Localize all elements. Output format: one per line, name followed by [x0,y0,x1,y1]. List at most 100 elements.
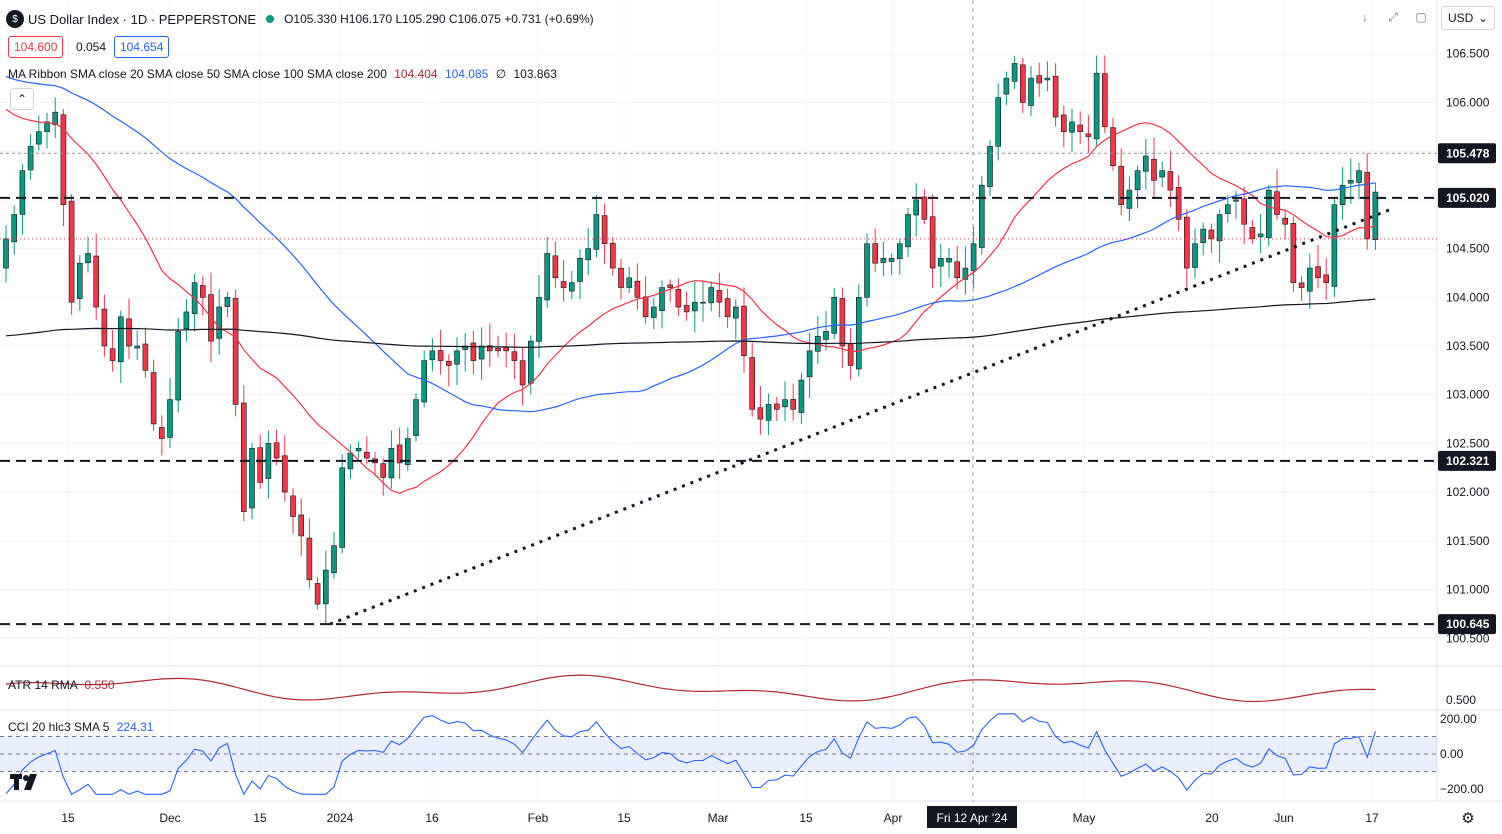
candle [1118,148,1124,216]
candle-body [249,447,255,509]
gear-icon[interactable]: ⚙ [1461,810,1475,827]
candle-body [1274,191,1280,215]
symbol-title[interactable]: US Dollar Index · 1D · PEPPERSTONE [28,11,257,27]
candle-body [798,379,805,413]
candle-body [60,114,67,206]
candle [331,532,337,579]
candle-body [437,350,444,361]
candle-body [1052,75,1059,118]
candle [650,298,657,330]
time-tick-label: Apr [884,811,903,825]
candle-body [1061,114,1067,132]
candle-body [593,214,600,250]
candle-body [601,215,608,245]
candle [987,140,993,196]
candle [708,281,715,312]
atr-legend[interactable]: ATR 14 RMA 0.550 [8,678,115,692]
price-tick-label: 106.000 [1446,95,1490,109]
candle [634,263,641,311]
candle-body [568,282,575,292]
candle [536,275,542,358]
currency-selector[interactable]: USD ⌄ [1441,6,1495,30]
price-tick-label: 102.500 [1446,436,1490,450]
candle [937,243,944,288]
candle-body [290,495,296,517]
collapse-icon: ⌃ [16,92,28,106]
candle-body [454,350,460,365]
candle [568,270,575,300]
candle [552,241,559,289]
candle-body [331,545,337,574]
candle [60,108,67,227]
candle [1249,220,1256,244]
candle-body [1372,191,1379,241]
candle-body [806,350,813,378]
candle [970,226,977,289]
candle-body [790,399,797,410]
candle [1159,161,1165,188]
candle-body [1175,186,1182,220]
level-price-tag [1438,187,1496,208]
candle [814,316,821,364]
candle [503,332,510,368]
candle-body [905,214,911,248]
cci-legend[interactable]: CCI 20 hlc3 SMA 5 224.31 [8,720,153,734]
candle [429,338,436,372]
candle-body [1315,266,1321,279]
symbol-logo-icon: $ [6,10,24,28]
candle-body [765,404,772,421]
spread-value: 0.054 [76,40,107,54]
candle [306,518,313,588]
expand-icon[interactable]: ⤢ [1388,9,1398,24]
candle [724,288,731,328]
candle-body [68,200,75,303]
sma50-value: 104.085 [444,67,489,81]
candle-body [1019,64,1026,103]
candle [888,253,895,275]
level-price-tag [1438,614,1496,635]
time-tick-label: Feb [528,811,549,825]
candle-body [995,97,1002,147]
time-tick-label: 15 [799,811,813,825]
candle-body [626,277,633,288]
candle [683,291,690,321]
candle-body [577,258,583,282]
collapse-legend-button[interactable]: ⌃ [10,88,34,110]
candle-body [486,345,493,352]
candle-body [732,306,739,319]
sma200-line [5,298,1376,348]
time-tick-label: 16 [425,811,439,825]
candle [19,164,26,235]
candle-body [363,451,370,459]
candle-body [1233,199,1239,202]
bid-price-box[interactable]: 104.600 [8,36,64,58]
candle [85,236,91,273]
ask-price-box[interactable]: 104.654 [114,36,170,58]
candle-body [1126,189,1133,209]
candle [913,183,920,237]
candle [1266,184,1272,246]
candle [642,276,649,324]
candle [1323,258,1329,300]
candle [700,280,706,323]
candle-body [847,343,854,366]
candle-body [1257,233,1264,238]
candle-body [404,438,411,466]
ma-ribbon-legend[interactable]: MA Ribbon SMA close 20 SMA close 50 SMA … [8,67,557,81]
candle-body [1200,228,1206,243]
candle [175,317,181,413]
candle [445,354,452,387]
candle-body [11,214,17,243]
candle [454,337,460,385]
time-tick-label: Jun [1274,811,1293,825]
down-arrow-icon[interactable]: ↓ [1362,10,1368,24]
tradingview-logo-icon[interactable] [10,772,42,792]
candle [339,454,346,554]
candle [232,289,239,417]
level-price-label: 105.020 [1446,191,1490,205]
candle [749,342,756,417]
restore-icon[interactable]: ▢ [1415,10,1427,24]
candle-body [314,583,321,605]
candle [1225,195,1231,223]
